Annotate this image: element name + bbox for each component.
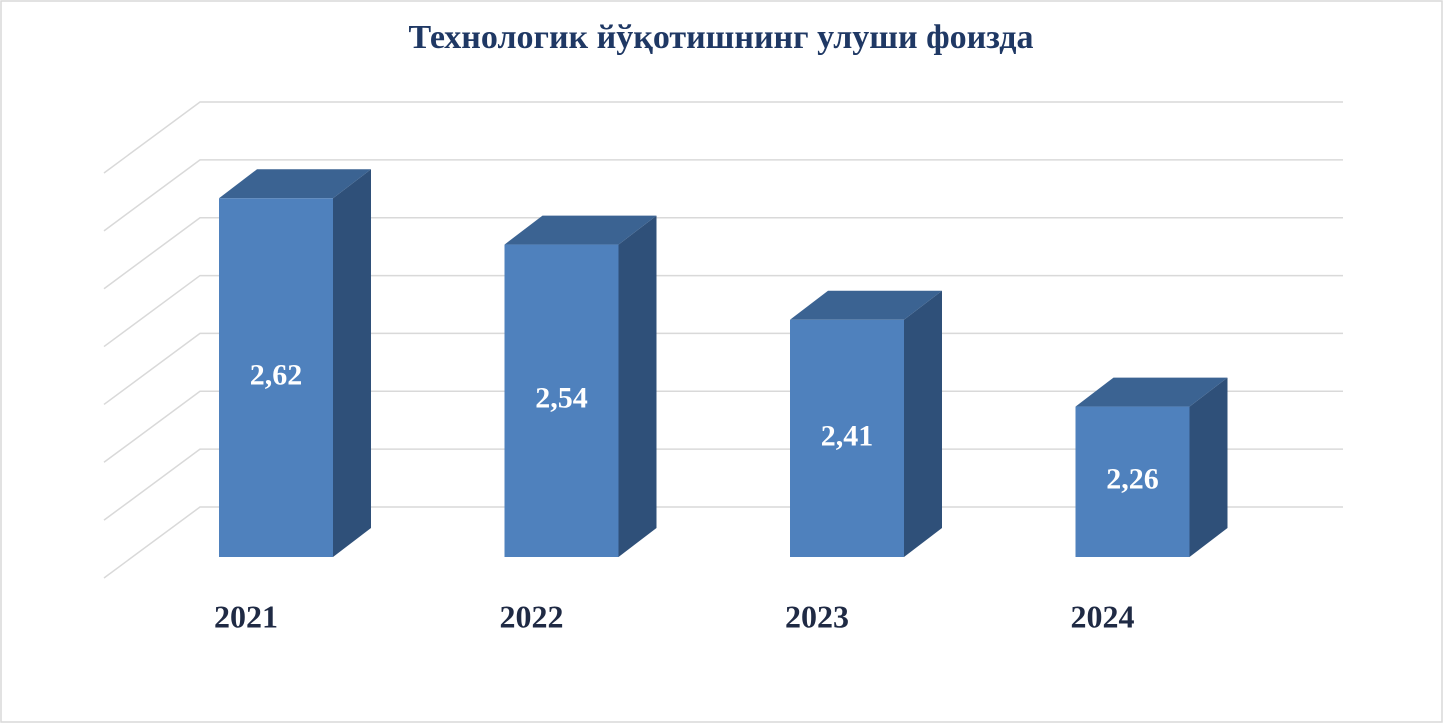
bar bbox=[1075, 406, 1190, 557]
grid-line bbox=[103, 274, 1343, 348]
grid-line bbox=[103, 159, 1343, 232]
data-label: 2,41 bbox=[821, 419, 874, 452]
grid-line bbox=[103, 332, 1343, 406]
x-tick-label: 2022 bbox=[500, 598, 564, 634]
bar bbox=[790, 319, 904, 557]
chart-title: Технологик йўқотишнинг улуши фоизда bbox=[409, 19, 1034, 56]
x-tick-label: 2024 bbox=[1071, 598, 1135, 634]
bar-top bbox=[1075, 377, 1228, 407]
x-tick-label: 2021 bbox=[214, 598, 278, 634]
grid-line bbox=[103, 390, 1343, 463]
bar bbox=[504, 244, 619, 558]
grid-line bbox=[103, 216, 1343, 290]
bar-top bbox=[790, 290, 942, 320]
bar-top bbox=[219, 169, 371, 199]
data-label: 2,62 bbox=[250, 359, 303, 392]
bar-side bbox=[1189, 377, 1228, 557]
bar bbox=[219, 198, 333, 558]
bar-side bbox=[333, 169, 371, 558]
bar-side bbox=[904, 290, 942, 557]
data-label: 2,54 bbox=[535, 382, 588, 415]
bar-top bbox=[504, 215, 657, 245]
grid-line bbox=[103, 101, 1343, 174]
data-label: 2,26 bbox=[1106, 463, 1159, 496]
bar-side bbox=[618, 215, 657, 558]
grid-line bbox=[103, 448, 1343, 521]
grid-line bbox=[103, 506, 1343, 579]
x-tick-label: 2023 bbox=[785, 598, 849, 634]
